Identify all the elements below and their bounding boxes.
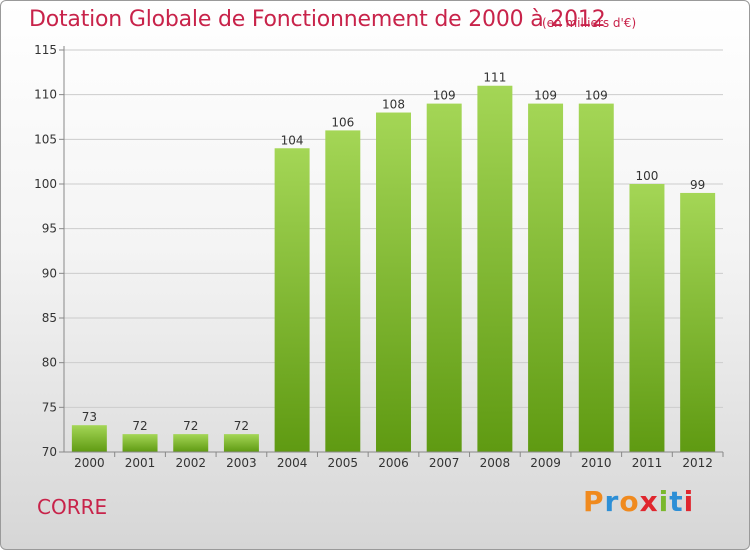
commune-name: CORRE [37,495,108,519]
x-tick-label-2001: 2001 [125,456,156,470]
bar-2001 [122,434,158,452]
x-tick-label-2003: 2003 [226,456,257,470]
y-tick-label: 105 [34,132,57,146]
y-tick-label: 75 [42,400,57,414]
x-tick-label-2006: 2006 [378,456,409,470]
x-tick-label-2011: 2011 [632,456,663,470]
x-tick-label-2010: 2010 [581,456,612,470]
x-tick-label-2002: 2002 [175,456,206,470]
y-tick-label: 85 [42,311,57,325]
y-tick-label: 100 [34,177,57,191]
y-tick-label: 70 [42,445,57,459]
bar-2009 [528,103,564,452]
brand-logo: Proxiti [583,485,695,518]
x-tick-label-2005: 2005 [328,456,359,470]
x-tick-label-2012: 2012 [682,456,713,470]
y-tick-label: 110 [34,88,57,102]
bar-2007 [426,103,462,452]
bar-2000 [71,425,107,452]
value-label-2009: 109 [534,89,557,103]
x-tick-label-2004: 2004 [277,456,308,470]
chart-title: Dotation Globale de Fonctionnement de 20… [29,7,606,32]
x-tick-label-2008: 2008 [480,456,511,470]
value-label-2005: 106 [331,115,354,129]
x-tick-label-2009: 2009 [530,456,561,470]
value-label-2007: 109 [433,89,456,103]
y-tick-label: 90 [42,266,57,280]
bar-2008 [477,85,513,452]
y-tick-label: 115 [34,43,57,57]
value-label-2003: 72 [234,419,249,433]
x-tick-label-2007: 2007 [429,456,460,470]
bar-2003 [223,434,259,452]
value-label-2004: 104 [281,133,304,147]
value-label-2001: 72 [132,419,147,433]
bar-2005 [325,130,361,452]
y-axis-ticks: 70 75 80 85 90 95 100 105 110 115 [34,43,64,459]
y-tick-label: 95 [42,222,57,236]
value-label-2010: 109 [585,89,608,103]
value-label-2000: 73 [82,410,97,424]
bar-2011 [629,184,665,452]
bar-2010 [578,103,614,452]
bar-2006 [376,112,411,453]
unit-label: (en milliers d'€) [542,16,637,30]
value-label-2002: 72 [183,419,198,433]
axes [63,46,723,453]
bar-2002 [173,434,209,452]
bar-2012 [680,192,716,452]
bar-2004 [274,148,310,452]
value-label-2006: 108 [382,98,405,112]
value-labels: 73 72 72 72 104 106 108 109 111 109 109 100 99 [82,71,706,433]
x-tick-label-2000: 2000 [74,456,105,470]
bars [71,85,716,453]
x-axis-ticks: 2000 2001 2002 2003 2004 2005 2006 2007 2008 2009… [74,452,724,470]
value-label-2011: 100 [636,169,659,183]
value-label-2012: 99 [690,178,705,192]
y-tick-label: 80 [42,356,57,370]
value-label-2008: 111 [483,71,506,85]
